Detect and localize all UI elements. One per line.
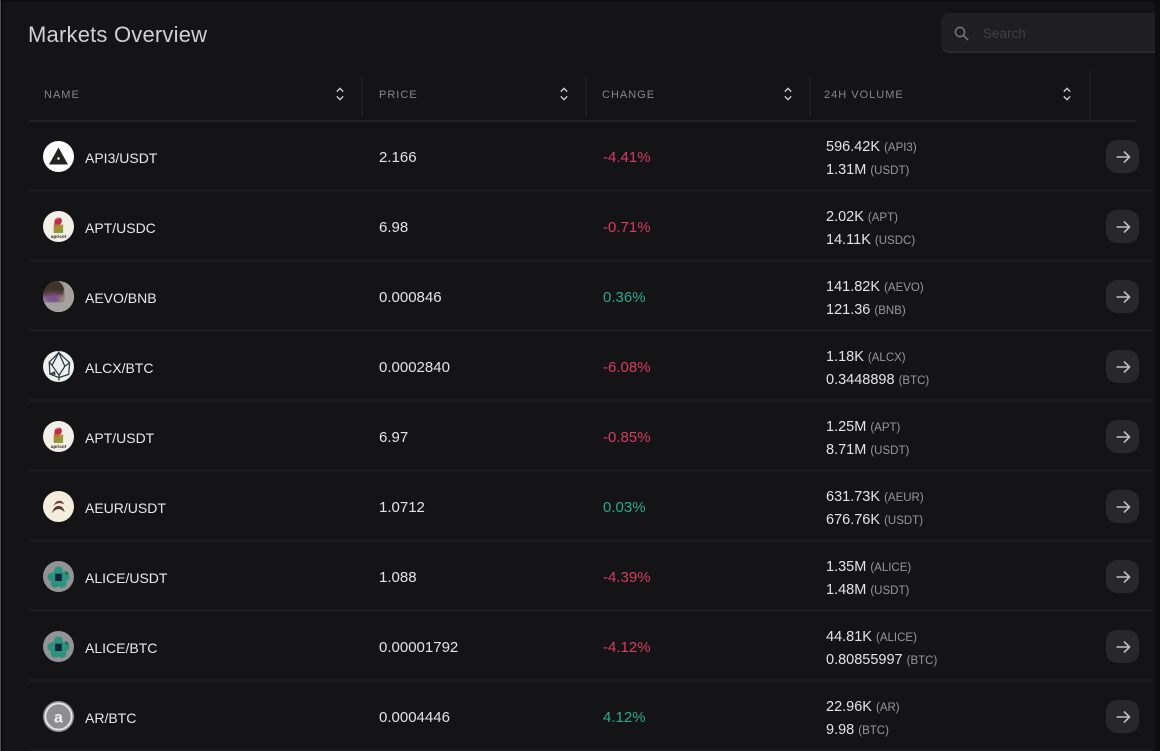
- svg-text:apricot: apricot: [51, 234, 67, 239]
- svg-text:a: a: [54, 710, 63, 727]
- svg-text:apricot: apricot: [51, 444, 67, 449]
